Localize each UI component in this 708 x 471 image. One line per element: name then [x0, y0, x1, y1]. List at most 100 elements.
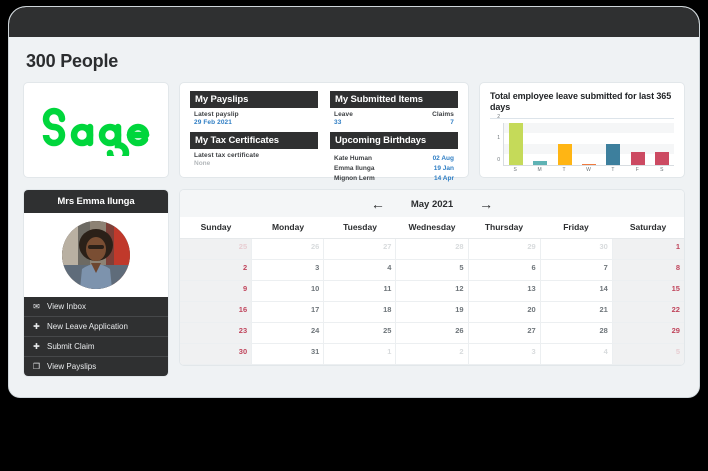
- calendar-day-cell[interactable]: 13: [468, 281, 541, 302]
- calendar-day-cell[interactable]: 1: [324, 344, 397, 365]
- birthday-date: 19 Jan: [433, 165, 454, 172]
- chart-bar[interactable]: [630, 151, 645, 165]
- dashboard-bottom-row: Mrs Emma Ilunga: [23, 189, 685, 377]
- calendar-day-cell[interactable]: 5: [612, 344, 684, 365]
- claims-value[interactable]: 7: [450, 119, 454, 126]
- calendar-day-cell[interactable]: 25: [324, 323, 397, 344]
- calendar-day-cell[interactable]: 29: [468, 239, 541, 260]
- chart-bar[interactable]: [581, 163, 597, 165]
- calendar-day-cell[interactable]: 26: [252, 239, 325, 260]
- my-payslips-heading: My Payslips: [190, 91, 318, 108]
- chart-bar[interactable]: [654, 151, 669, 165]
- calendar-day-cell[interactable]: 22: [612, 302, 684, 323]
- chart-x-tick: W: [586, 167, 591, 173]
- view-inbox-button[interactable]: ✉ View Inbox: [24, 297, 168, 317]
- calendar-day-cell[interactable]: 6: [468, 260, 541, 281]
- calendar-day-headers: Sunday Monday Tuesday Wednesday Thursday Frid…: [180, 217, 684, 239]
- calendar-day-cell[interactable]: 19: [396, 302, 469, 323]
- leave-value[interactable]: 33: [334, 119, 342, 126]
- calendar-day-number: 8: [675, 263, 680, 272]
- calendar-day-cell[interactable]: 4: [540, 344, 613, 365]
- summary-column-right: My Submitted Items Leave Claims 33 7 Upc…: [330, 91, 458, 182]
- calendar-day-cell[interactable]: 25: [180, 239, 253, 260]
- calendar-day-number: 30: [238, 347, 248, 356]
- chart-bar[interactable]: [509, 122, 524, 165]
- calendar-day-number: 1: [387, 347, 392, 356]
- latest-payslip-value[interactable]: 29 Feb 2021: [194, 119, 232, 126]
- calendar-day-cell[interactable]: 3: [252, 260, 325, 281]
- calendar-day-number: 4: [603, 347, 608, 356]
- calendar-day-cell[interactable]: 9: [180, 281, 253, 302]
- calendar-day-cell[interactable]: 14: [540, 281, 613, 302]
- birthday-row: Kate Human 02 Aug: [334, 155, 454, 162]
- calendar-day-cell[interactable]: 1: [612, 239, 684, 260]
- calendar-day-number: 30: [599, 242, 608, 251]
- calendar-grid: 25 26 27 28 29 30 1 2 3 4 5 6 7 8 9 10 11 12 13 14 15 16 17 18 1…: [180, 239, 684, 365]
- calendar-day-cell[interactable]: 27: [324, 239, 397, 260]
- calendar-day-cell[interactable]: 12: [396, 281, 469, 302]
- action-label: New Leave Application: [47, 322, 128, 331]
- calendar-day-number: 26: [455, 326, 464, 335]
- chart-x-tick: T: [611, 167, 615, 173]
- calendar-day-cell[interactable]: 15: [612, 281, 684, 302]
- calendar-day-cell[interactable]: 29: [612, 323, 684, 344]
- my-tax-certificates-body: Latest tax certificate None: [190, 149, 318, 173]
- leave-chart-card: Total employee leave submitted for last …: [479, 82, 685, 178]
- calendar-day-cell[interactable]: 28: [540, 323, 613, 344]
- calendar-day-cell[interactable]: 2: [396, 344, 469, 365]
- calendar-day-cell[interactable]: 18: [324, 302, 397, 323]
- calendar-day-cell[interactable]: 16: [180, 302, 253, 323]
- calendar-day-cell[interactable]: 5: [396, 260, 469, 281]
- latest-payslip-label: Latest payslip: [194, 111, 239, 118]
- chart-bar-slot: [553, 123, 577, 165]
- avatar-container: [24, 213, 168, 297]
- view-payslips-button[interactable]: ❐ View Payslips: [24, 357, 168, 376]
- next-month-arrow-icon[interactable]: →: [479, 196, 494, 212]
- chart-y-axis: 0 1 2: [490, 114, 503, 167]
- calendar-day-header: Thursday: [484, 222, 524, 232]
- submit-claim-button[interactable]: ✚ Submit Claim: [24, 337, 168, 357]
- prev-month-arrow-icon[interactable]: ←: [370, 196, 385, 212]
- summary-column-left: My Payslips Latest payslip 29 Feb 2021 M…: [190, 91, 318, 169]
- calendar-day-cell[interactable]: 30: [180, 344, 253, 365]
- calendar-day-number: 17: [310, 305, 320, 314]
- calendar-day-number: 24: [310, 326, 320, 335]
- calendar-day-number: 12: [455, 284, 464, 293]
- calendar-day-cell[interactable]: 7: [540, 260, 613, 281]
- calendar-day-cell[interactable]: 23: [180, 323, 253, 344]
- calendar-week-row: 23 24 25 26 27 28 29: [180, 323, 684, 344]
- calendar-day-cell[interactable]: 10: [252, 281, 325, 302]
- calendar-day-number: 10: [310, 284, 320, 293]
- calendar-day-cell[interactable]: 31: [252, 344, 325, 365]
- calendar-day-cell[interactable]: 2: [180, 260, 253, 281]
- calendar-day-cell[interactable]: 17: [252, 302, 325, 323]
- claims-label: Claims: [432, 111, 454, 118]
- calendar-day-header: Tuesday: [343, 222, 377, 232]
- plus-icon: ✚: [33, 341, 40, 351]
- chart-bar[interactable]: [557, 143, 572, 165]
- chart-gridband: [504, 122, 674, 134]
- calendar-day-cell[interactable]: 26: [396, 323, 469, 344]
- calendar-day-cell[interactable]: 24: [252, 323, 325, 344]
- birthday-row: Mignon Lerm 14 Apr: [334, 175, 454, 182]
- calendar-day-header: Wednesday: [408, 222, 456, 232]
- calendar-day-cell[interactable]: 27: [468, 323, 541, 344]
- chart-x-tick: T: [562, 167, 566, 173]
- calendar-day-number: 28: [599, 326, 608, 335]
- calendar-day-cell[interactable]: 28: [396, 239, 469, 260]
- calendar-day-cell[interactable]: 21: [540, 302, 613, 323]
- calendar-day-cell[interactable]: 3: [468, 344, 541, 365]
- new-leave-application-button[interactable]: ✚ New Leave Application: [24, 317, 168, 337]
- chart-x-tick: M: [537, 167, 542, 173]
- calendar-day-number: 25: [383, 326, 392, 335]
- calendar-day-number: 5: [675, 347, 680, 356]
- profile-name: Mrs Emma Ilunga: [24, 190, 168, 213]
- calendar-day-cell[interactable]: 8: [612, 260, 684, 281]
- chart-bar-slot: [528, 123, 552, 165]
- calendar-day-cell[interactable]: 20: [468, 302, 541, 323]
- chart-bar[interactable]: [606, 143, 621, 165]
- calendar-day-cell[interactable]: 4: [324, 260, 397, 281]
- calendar-day-cell[interactable]: 11: [324, 281, 397, 302]
- calendar-day-cell[interactable]: 30: [540, 239, 613, 260]
- chart-bar[interactable]: [533, 160, 548, 165]
